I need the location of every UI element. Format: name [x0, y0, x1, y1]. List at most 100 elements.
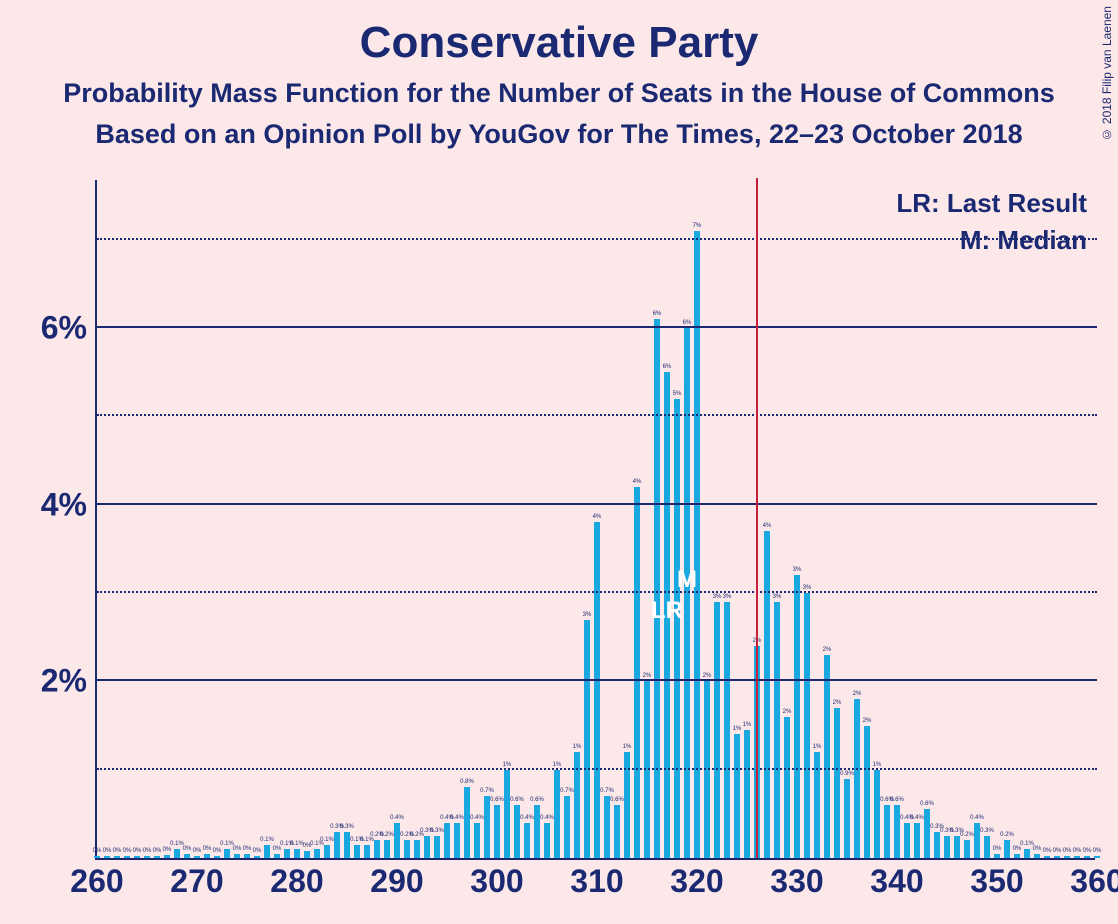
bar-value-label: 2%	[833, 700, 842, 706]
x-axis-label: 360	[1070, 863, 1118, 900]
bar	[334, 832, 341, 858]
bar	[174, 849, 181, 858]
bar-value-label: 1%	[623, 744, 632, 750]
bar	[164, 855, 171, 858]
bar-value-label: 0.4%	[520, 815, 534, 821]
bar-value-label: 0.6%	[530, 797, 544, 803]
bar	[284, 849, 291, 858]
bar	[894, 805, 901, 858]
x-axis-label: 320	[670, 863, 723, 900]
bar	[634, 487, 641, 858]
bar-value-label: 4%	[633, 479, 642, 485]
x-axis-label: 280	[270, 863, 323, 900]
bar-value-label: 0%	[1093, 848, 1102, 854]
x-axis-label: 260	[70, 863, 123, 900]
bar	[254, 856, 261, 858]
plot-frame: LR: Last Result M: Median 0%0%0%0%0%0%0%…	[95, 180, 1095, 860]
bar	[1064, 856, 1071, 858]
bar	[824, 655, 831, 858]
bar-value-label: 0.4%	[450, 815, 464, 821]
bar-value-label: 0%	[203, 846, 212, 852]
bar-value-label: 6%	[663, 364, 672, 370]
bar	[274, 854, 281, 858]
bar	[1074, 856, 1081, 858]
bar	[264, 845, 271, 858]
bar-value-label: 0%	[133, 848, 142, 854]
bar	[994, 854, 1001, 858]
bar-value-label: 2%	[783, 709, 792, 715]
bar	[1084, 856, 1091, 858]
chart-title: Conservative Party	[0, 0, 1118, 68]
gridline-major	[97, 679, 1097, 681]
bar-value-label: 0.7%	[600, 788, 614, 794]
bar	[494, 805, 501, 858]
x-axis-label: 330	[770, 863, 823, 900]
bar-value-label: 0.4%	[970, 815, 984, 821]
gridline-minor	[97, 768, 1097, 770]
chart-subtitle-2: Based on an Opinion Poll by YouGov for T…	[0, 119, 1118, 150]
bar	[964, 840, 971, 858]
bar	[434, 836, 441, 858]
bar-value-label: 4%	[593, 514, 602, 520]
bar	[544, 823, 551, 858]
chart-plot-area: LR: Last Result M: Median 0%0%0%0%0%0%0%…	[95, 180, 1095, 860]
bar-value-label: 4%	[763, 523, 772, 529]
bar-value-label: 0.2%	[1000, 832, 1014, 838]
bar-value-label: 0.6%	[510, 797, 524, 803]
bar-value-label: 0.8%	[460, 779, 474, 785]
bar-value-label: 0%	[93, 848, 102, 854]
bar	[214, 856, 221, 858]
bar	[144, 856, 151, 858]
bar-value-label: 0.6%	[610, 797, 624, 803]
bar	[844, 779, 851, 858]
bar	[804, 593, 811, 858]
bar-value-label: 0.7%	[560, 788, 574, 794]
bar	[354, 845, 361, 858]
bar	[774, 602, 781, 858]
bar-value-label: 0%	[143, 848, 152, 854]
bar-value-label: 0.4%	[390, 815, 404, 821]
bar-value-label: 0.9%	[840, 771, 854, 777]
bar	[234, 854, 241, 858]
bar	[224, 849, 231, 858]
bar	[204, 854, 211, 858]
median-line	[756, 178, 758, 858]
bar	[1004, 840, 1011, 858]
bar	[904, 823, 911, 858]
y-axis-label: 6%	[32, 310, 87, 347]
bar-value-label: 1%	[733, 726, 742, 732]
bar-value-label: 0%	[1073, 848, 1082, 854]
bar-value-label: 0.7%	[480, 788, 494, 794]
bar	[414, 840, 421, 858]
bar-value-label: 1%	[573, 744, 582, 750]
bar	[584, 620, 591, 858]
bar-value-label: 0%	[1043, 848, 1052, 854]
bar	[914, 823, 921, 858]
bar-value-label: 0.3%	[430, 828, 444, 834]
bar-value-label: 5%	[673, 391, 682, 397]
bar-value-label: 3%	[723, 594, 732, 600]
bars-group: 0%0%0%0%0%0%0%0%0.1%0%0%0%0%0.1%0%0%0%0.…	[97, 178, 1097, 858]
bar	[864, 726, 871, 858]
bar-value-label: 3%	[773, 594, 782, 600]
bar-value-label: 0%	[213, 848, 222, 854]
gridline-minor	[97, 238, 1097, 240]
bar	[94, 856, 101, 858]
bar-value-label: 2%	[823, 647, 832, 653]
bar-value-label: 0.2%	[380, 832, 394, 838]
bar	[1014, 854, 1021, 858]
bar	[124, 856, 131, 858]
bar	[514, 805, 521, 858]
bar-value-label: 0.1%	[260, 837, 274, 843]
bar-value-label: 3%	[793, 567, 802, 573]
bar	[324, 845, 331, 858]
copyright-text: © 2018 Filip van Laenen	[1100, 6, 1114, 141]
bar	[744, 730, 751, 858]
gridline-major	[97, 326, 1097, 328]
bar	[944, 836, 951, 858]
gridline-major	[97, 503, 1097, 505]
bar	[764, 531, 771, 858]
bar-value-label: 0.4%	[470, 815, 484, 821]
bar-value-label: 6%	[653, 311, 662, 317]
bar	[504, 770, 511, 858]
